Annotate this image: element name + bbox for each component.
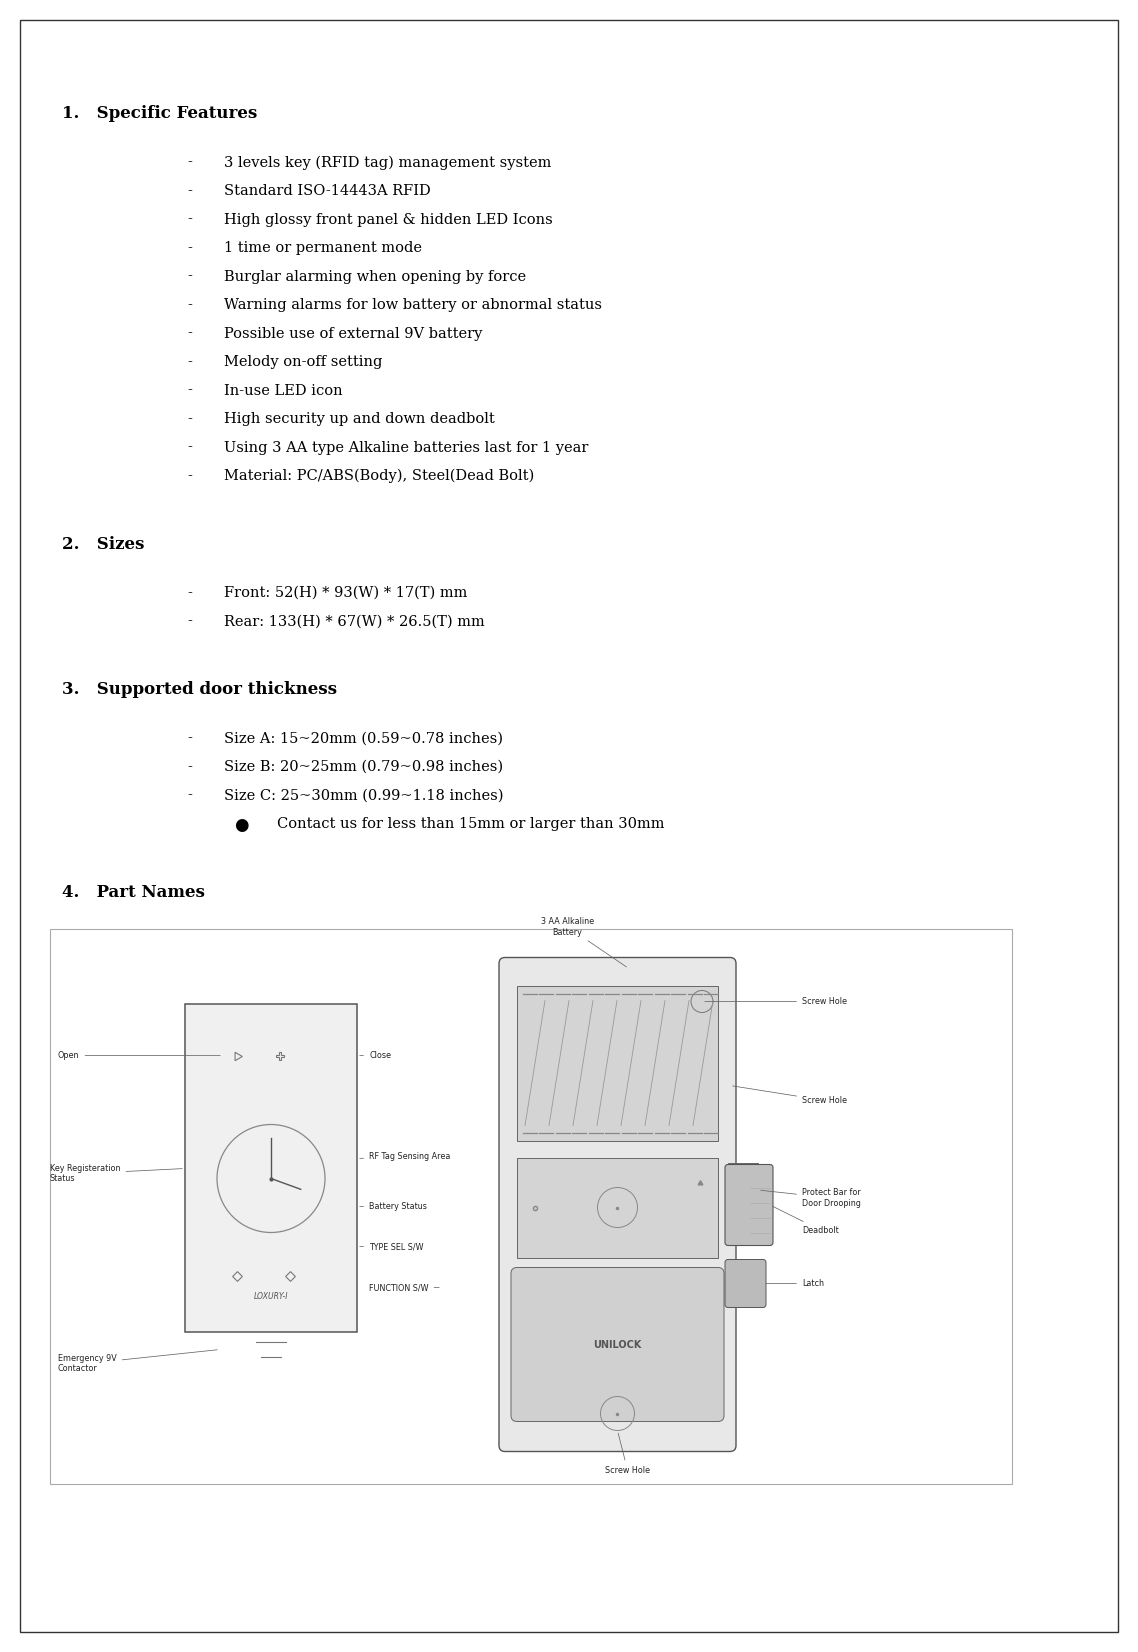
Text: -: - <box>187 411 192 426</box>
Text: Rear: 133(H) * 67(W) * 26.5(T) mm: Rear: 133(H) * 67(W) * 26.5(T) mm <box>224 615 485 628</box>
Text: Burglar alarming when opening by force: Burglar alarming when opening by force <box>224 269 526 284</box>
Text: -: - <box>187 355 192 368</box>
Text: Deadbolt: Deadbolt <box>773 1206 839 1234</box>
Text: Key Registeration
Status: Key Registeration Status <box>50 1163 182 1183</box>
Text: Emergency 9V
Contactor: Emergency 9V Contactor <box>58 1350 217 1373</box>
Text: Contact us for less than 15mm or larger than 30mm: Contact us for less than 15mm or larger … <box>277 818 665 831</box>
Text: -: - <box>187 327 192 340</box>
Text: -: - <box>187 441 192 454</box>
Text: Using 3 AA type Alkaline batteries last for 1 year: Using 3 AA type Alkaline batteries last … <box>224 441 588 454</box>
Text: Size B: 20~25mm (0.79~0.98 inches): Size B: 20~25mm (0.79~0.98 inches) <box>224 760 503 775</box>
Text: -: - <box>187 155 192 170</box>
Text: Standard ISO-14443A RFID: Standard ISO-14443A RFID <box>224 183 431 198</box>
Text: 4.   Part Names: 4. Part Names <box>61 884 205 900</box>
Text: High security up and down deadbolt: High security up and down deadbolt <box>224 411 495 426</box>
Text: -: - <box>187 269 192 284</box>
Text: 3.   Supported door thickness: 3. Supported door thickness <box>61 681 337 699</box>
Bar <box>185 1003 357 1332</box>
Text: RF Tag Sensing Area: RF Tag Sensing Area <box>360 1151 451 1161</box>
Text: 3 AA Alkaline
Battery: 3 AA Alkaline Battery <box>541 917 626 966</box>
Text: UNILOCK: UNILOCK <box>593 1340 642 1350</box>
Bar <box>728 1163 758 1218</box>
Text: -: - <box>187 297 192 312</box>
Text: Open: Open <box>58 1051 221 1061</box>
Text: Screw Hole: Screw Hole <box>733 1085 847 1105</box>
Text: Latch: Latch <box>766 1279 824 1289</box>
Text: Size A: 15~20mm (0.59~0.78 inches): Size A: 15~20mm (0.59~0.78 inches) <box>224 732 503 745</box>
Text: -: - <box>187 241 192 254</box>
Text: FUNCTION S/W: FUNCTION S/W <box>369 1284 439 1292</box>
Text: ●: ● <box>234 818 248 834</box>
Bar <box>50 928 1012 1483</box>
Text: Close: Close <box>360 1051 391 1061</box>
Text: Warning alarms for low battery or abnormal status: Warning alarms for low battery or abnorm… <box>224 297 602 312</box>
Text: -: - <box>187 213 192 226</box>
Text: Screw Hole: Screw Hole <box>704 998 847 1006</box>
Text: -: - <box>187 383 192 398</box>
FancyBboxPatch shape <box>725 1259 766 1307</box>
Text: Protect Bar for
Door Drooping: Protect Bar for Door Drooping <box>761 1188 860 1208</box>
Text: -: - <box>187 469 192 482</box>
Text: -: - <box>187 615 192 628</box>
Text: -: - <box>187 788 192 803</box>
Text: Screw Hole: Screw Hole <box>605 1434 650 1475</box>
FancyBboxPatch shape <box>498 958 736 1452</box>
Text: Melody on-off setting: Melody on-off setting <box>224 355 382 368</box>
Text: 1.   Specific Features: 1. Specific Features <box>61 106 257 122</box>
Text: In-use LED icon: In-use LED icon <box>224 383 343 398</box>
Text: High glossy front panel & hidden LED Icons: High glossy front panel & hidden LED Ico… <box>224 213 553 226</box>
Text: LOXURY-I: LOXURY-I <box>254 1292 288 1302</box>
Text: Battery Status: Battery Status <box>360 1203 427 1211</box>
Text: Material: PC/ABS(Body), Steel(Dead Bolt): Material: PC/ABS(Body), Steel(Dead Bolt) <box>224 469 534 484</box>
Bar <box>517 1158 718 1257</box>
FancyBboxPatch shape <box>725 1165 773 1246</box>
Text: -: - <box>187 586 192 600</box>
Text: Possible use of external 9V battery: Possible use of external 9V battery <box>224 327 483 340</box>
Text: 2.   Sizes: 2. Sizes <box>61 535 145 552</box>
Text: -: - <box>187 732 192 745</box>
Text: TYPE SEL S/W: TYPE SEL S/W <box>360 1242 423 1251</box>
Text: Front: 52(H) * 93(W) * 17(T) mm: Front: 52(H) * 93(W) * 17(T) mm <box>224 586 468 600</box>
Text: -: - <box>187 183 192 198</box>
Text: 1 time or permanent mode: 1 time or permanent mode <box>224 241 422 254</box>
Text: 3 levels key (RFID tag) management system: 3 levels key (RFID tag) management syste… <box>224 155 552 170</box>
Text: -: - <box>187 760 192 775</box>
FancyBboxPatch shape <box>511 1267 724 1421</box>
Text: Size C: 25~30mm (0.99~1.18 inches): Size C: 25~30mm (0.99~1.18 inches) <box>224 788 503 803</box>
Bar <box>517 986 718 1140</box>
